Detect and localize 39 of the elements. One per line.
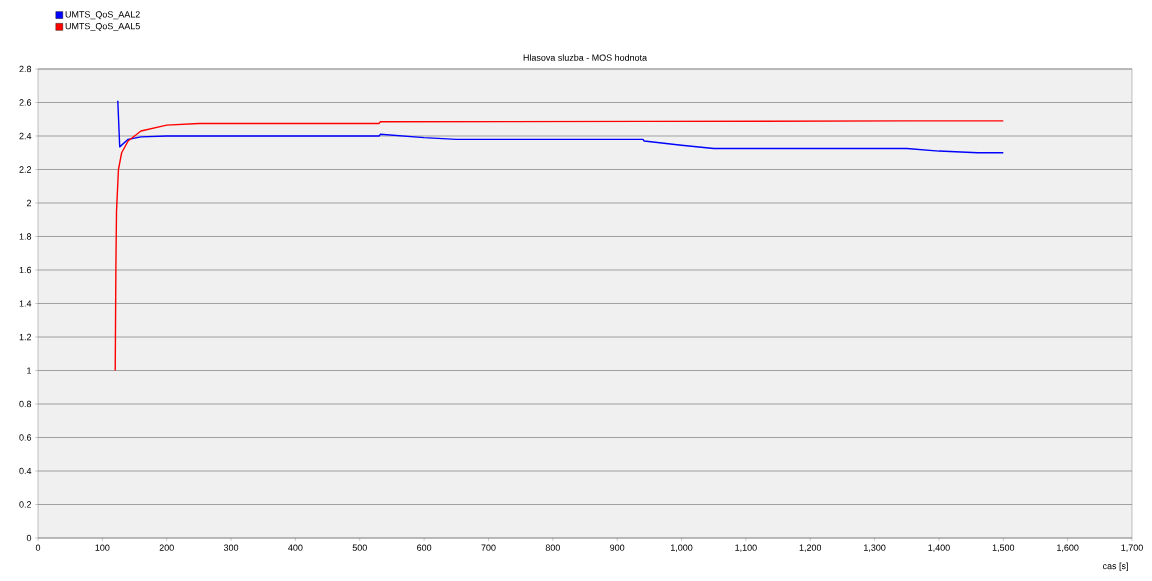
x-tick-label: 1,600 [1057, 544, 1079, 552]
line-series [117, 100, 1004, 154]
x-tick-label: 800 [545, 544, 560, 551]
x-tick-label: 500 [352, 544, 367, 551]
y-tick-label: 0.2 [19, 501, 32, 508]
x-tick-label: 100 [95, 544, 110, 551]
x-tick-label: 1,100 [735, 544, 757, 552]
y-tick-label: 1.8 [19, 233, 32, 240]
chart-title: Hlasova sluzba - MOS hodnota [523, 54, 648, 61]
y-tick-label: 2.8 [19, 65, 32, 73]
y-tick-label: 1.2 [19, 333, 32, 341]
y-tick-label: 1.4 [19, 300, 32, 307]
x-tick-label: 400 [288, 544, 303, 551]
x-tick-label: 300 [223, 544, 239, 551]
x-tick-label: 1,300 [864, 544, 886, 552]
x-tick-label: 1,700 [1121, 544, 1143, 552]
y-tick-label: 0.6 [19, 434, 32, 441]
y-tick-label: 2 [26, 199, 32, 207]
y-tick-label: 2.2 [19, 166, 32, 173]
x-tick-label: 600 [417, 544, 432, 551]
x-tick-label: 1,000 [671, 544, 693, 552]
y-tick-label: 1 [27, 367, 32, 374]
x-tick-label: 900 [610, 544, 625, 551]
y-tick-label: 0.4 [19, 467, 32, 475]
y-tick-label: 0 [26, 534, 32, 542]
y-tick-label: 2.4 [19, 132, 32, 140]
x-tick-label: 1,400 [928, 544, 950, 552]
legend-label: UMTS_QoS_AAL2 [65, 11, 140, 20]
line-series [114, 120, 1004, 372]
x-tick-label: 700 [481, 544, 496, 551]
x-tick-label: 0 [35, 544, 41, 551]
x-tick-label: 1,200 [799, 544, 822, 552]
x-tick-label: 1,500 [992, 544, 1015, 552]
x-tick-label: 200 [159, 544, 174, 551]
legend-label: UMTS_QoS_AAL5 [65, 22, 140, 31]
x-axis-title: cas [s] [1102, 562, 1128, 571]
y-tick-label: 1.6 [19, 266, 32, 274]
y-tick-label: 0.8 [19, 400, 32, 408]
y-tick-label: 2.6 [19, 99, 32, 106]
